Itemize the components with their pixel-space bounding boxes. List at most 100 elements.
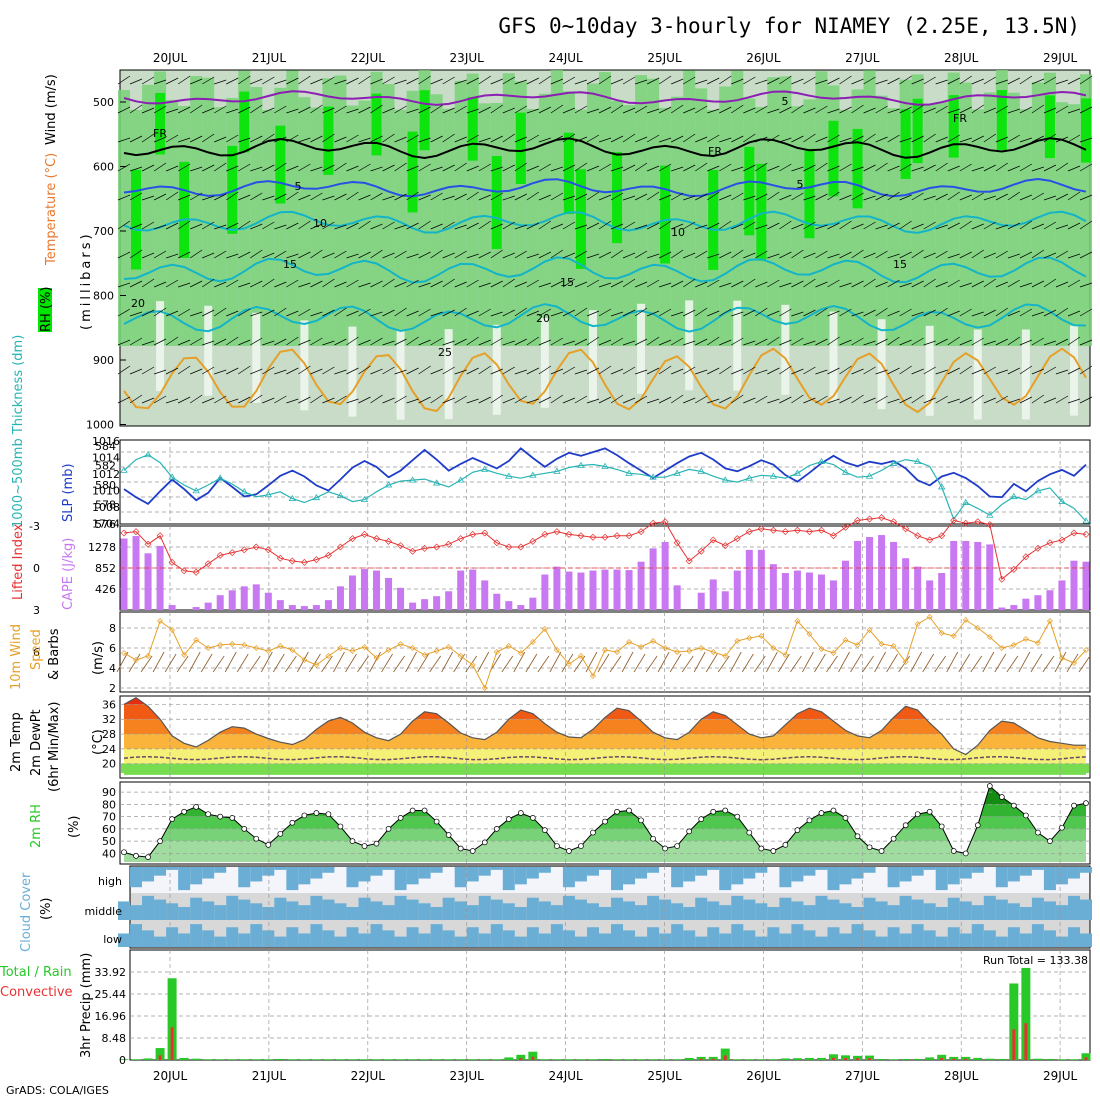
cloud-middle-bar [190, 897, 203, 920]
wind-barb [370, 394, 383, 404]
li-marker [950, 516, 958, 524]
wind-barb [141, 164, 155, 172]
temp2m-tick: 32 [102, 713, 116, 726]
rh2m-marker [349, 838, 356, 845]
thickness-marker [649, 473, 657, 480]
wind-barb [622, 107, 636, 114]
wind-barb [803, 397, 816, 404]
wind-barb [791, 78, 804, 85]
rh-column [406, 90, 419, 346]
wind-barb [983, 252, 996, 259]
wind10-barb [645, 655, 658, 673]
thickness-marker [529, 471, 537, 478]
wind-barb [310, 104, 323, 114]
cloud-layer-middle: middle [84, 905, 122, 918]
precip-total-bar [239, 1059, 249, 1060]
wind-barb [334, 162, 347, 172]
rh-shading [118, 70, 1092, 420]
wind-barb [286, 108, 299, 114]
wind-barb [1055, 338, 1069, 346]
wind10-barb [741, 653, 754, 673]
wind-barb [502, 221, 515, 230]
wind-barb [334, 250, 347, 259]
wind-barb [683, 309, 696, 317]
wind-barb [634, 338, 648, 346]
wind10-marker [373, 655, 380, 661]
wind-barb [298, 365, 311, 375]
cloud-high-bar [683, 867, 696, 882]
wind-barb [214, 250, 227, 259]
wind-barb [791, 249, 804, 259]
li-marker [385, 537, 393, 545]
wind-barb [803, 76, 816, 85]
wind-barb [406, 398, 419, 404]
wind-barb [346, 253, 359, 259]
cloud-low-bar [623, 930, 636, 947]
wind-barb [875, 105, 888, 114]
cape-bar [409, 602, 417, 610]
wind-barb [310, 223, 323, 230]
rh2m-marker [698, 816, 705, 822]
wind-barb [923, 76, 936, 85]
wind10-barb [922, 653, 935, 673]
cape-bar [1070, 560, 1078, 610]
wind-barb [1007, 336, 1021, 346]
wind-barb [202, 397, 215, 404]
cloud-low-bar [322, 930, 335, 947]
rh-high-patch [371, 93, 382, 156]
wind-barb [875, 136, 888, 143]
wind10-barb [1042, 655, 1055, 673]
wind-barb [887, 336, 900, 346]
wind-barb [670, 104, 684, 114]
wind-barb [683, 340, 696, 346]
cloud-high-bar [647, 867, 660, 873]
wind-barb [779, 339, 792, 346]
wind-barb [165, 336, 179, 346]
wind-barb [598, 396, 612, 404]
rh2m-marker [277, 830, 284, 837]
cape-bar [962, 540, 970, 610]
thickness-tick: 578 [95, 499, 116, 512]
cloud-middle-bar [647, 895, 660, 920]
wind-barb [322, 76, 335, 85]
cape-bar [553, 566, 561, 610]
wind-barb [935, 162, 948, 172]
cape-bar [757, 549, 765, 610]
cloud-high-bar [274, 867, 287, 870]
wind-barb [586, 279, 600, 288]
wind-barb [189, 135, 203, 143]
wind-barb [959, 365, 972, 375]
cloud-low-bar [935, 936, 948, 947]
wind-barb [406, 222, 419, 230]
wind-barb [466, 336, 479, 346]
wind-barb [815, 193, 828, 201]
rh2m-marker [1047, 838, 1053, 845]
date-label-bottom: 22JUL [351, 1069, 386, 1083]
wind-barb [875, 224, 888, 230]
cloud-low-bar [1007, 927, 1020, 947]
wind-barb [1007, 165, 1020, 172]
wind-barb [1019, 251, 1033, 259]
wind10-barb [838, 651, 850, 673]
cloud-high-bar [611, 867, 624, 891]
wind-barb [202, 107, 215, 114]
wind-barb [1067, 398, 1081, 404]
thickness-tick: 582 [95, 460, 116, 473]
wind-barb [490, 104, 503, 114]
cape-bar [709, 579, 717, 610]
cloud-low-bar [1031, 924, 1044, 947]
wind-barb [983, 133, 996, 143]
wind-barb [141, 133, 155, 143]
wind-barb [827, 191, 840, 201]
cape-tick: 852 [95, 562, 116, 575]
wind10-marker [217, 642, 224, 648]
wind-barb [165, 279, 179, 288]
cloud-middle-bar [1031, 897, 1044, 920]
precip-total-bar [504, 1057, 514, 1060]
wind10-marker [614, 649, 621, 655]
wind10-marker [193, 637, 200, 643]
thickness-marker [505, 472, 513, 479]
wind10-barb [633, 653, 646, 673]
precip-total-bar [155, 1048, 165, 1060]
